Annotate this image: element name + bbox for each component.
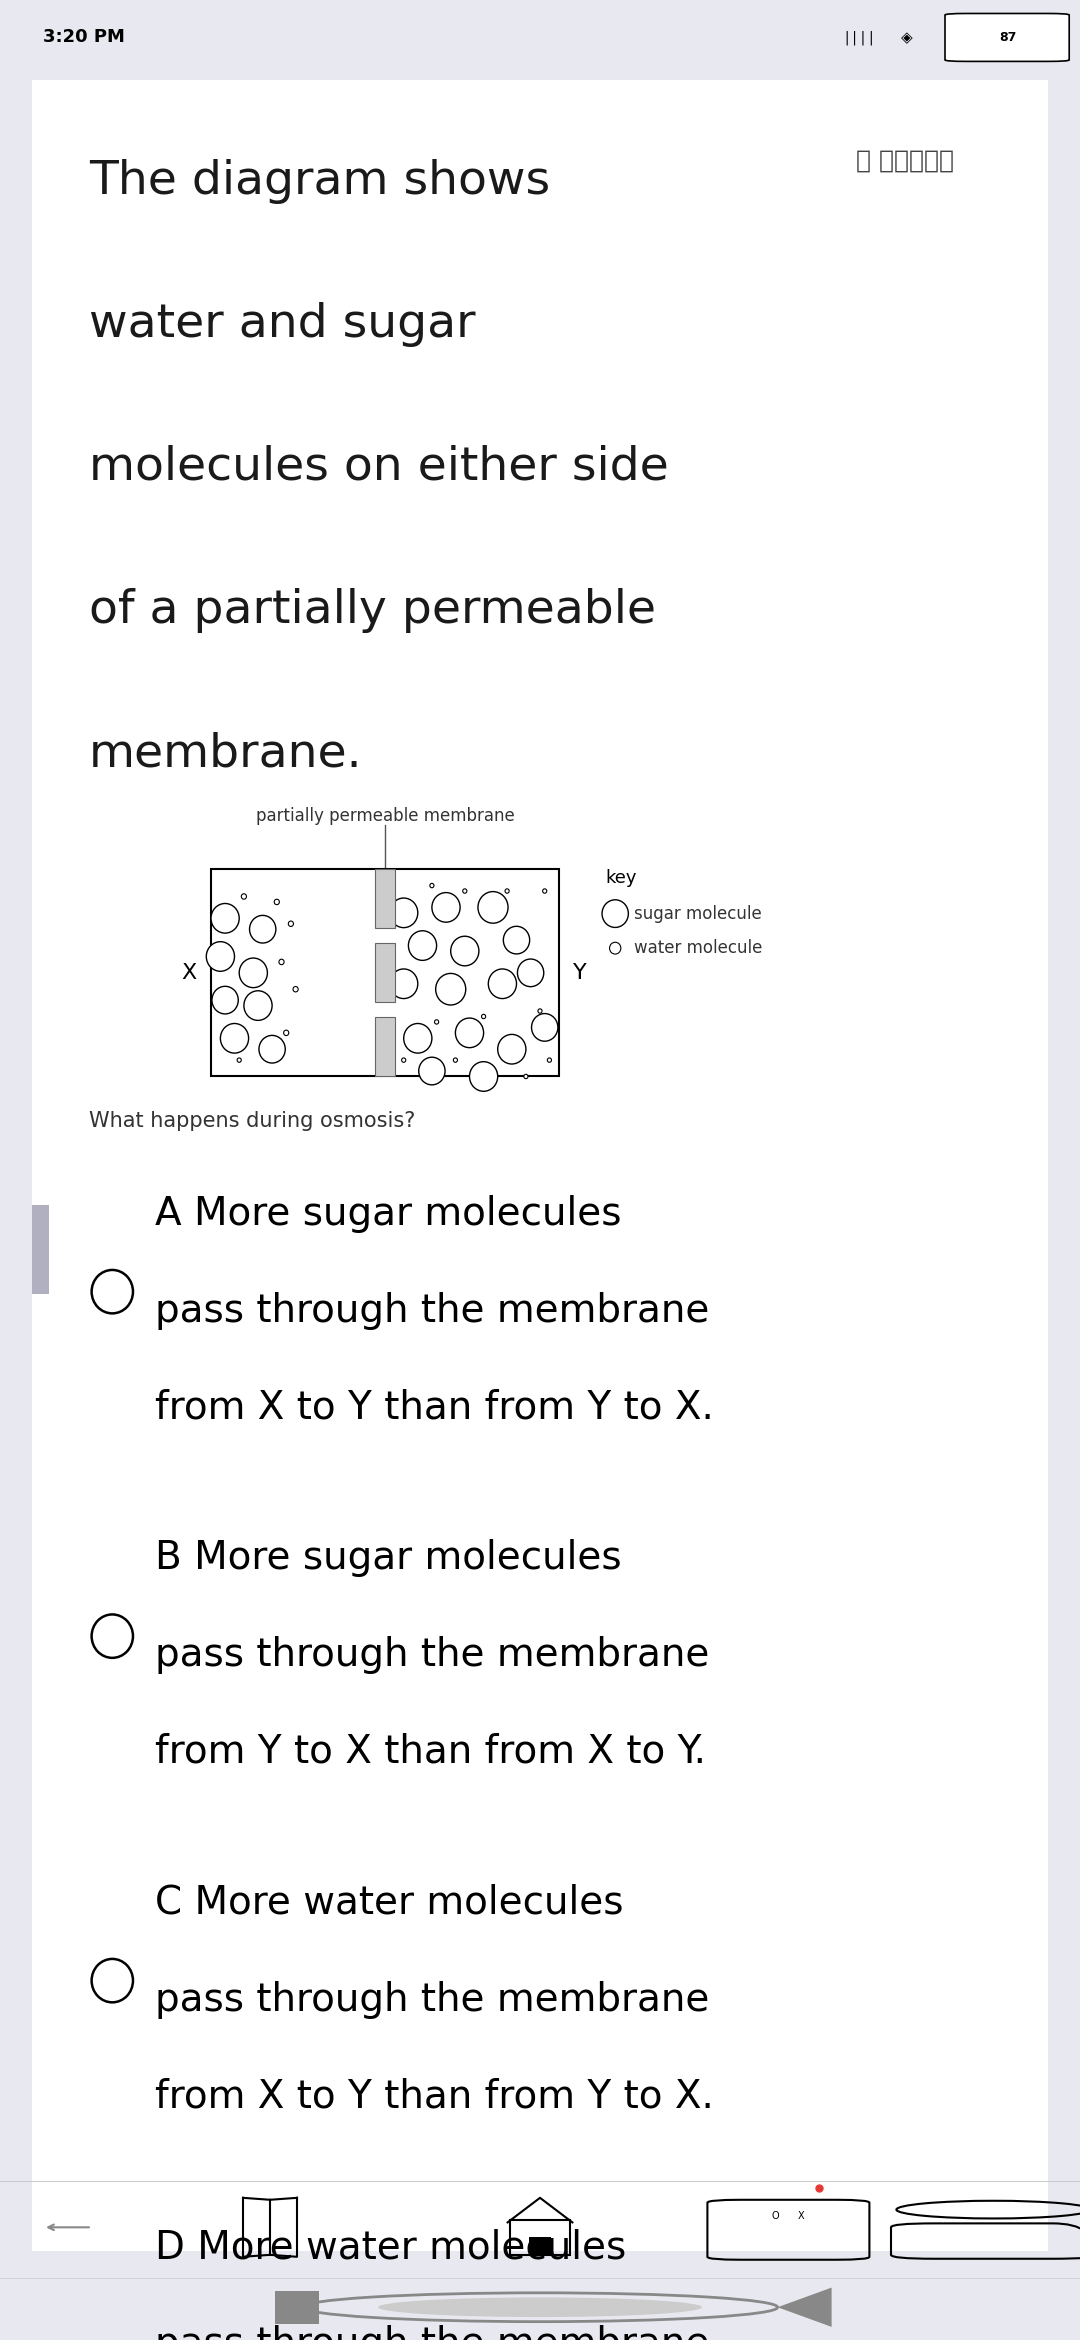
- Text: D More water molecules: D More water molecules: [154, 2228, 625, 2267]
- Circle shape: [402, 1058, 406, 1062]
- Circle shape: [241, 894, 246, 899]
- Circle shape: [92, 2303, 133, 2340]
- Text: pass through the membrane: pass through the membrane: [154, 1636, 708, 1673]
- Text: B More sugar molecules: B More sugar molecules: [154, 1540, 621, 1577]
- Circle shape: [408, 931, 436, 959]
- Text: A More sugar molecules: A More sugar molecules: [154, 1196, 621, 1233]
- Circle shape: [450, 936, 478, 966]
- Circle shape: [609, 943, 621, 955]
- Text: ◈: ◈: [902, 30, 913, 44]
- Circle shape: [220, 1023, 248, 1053]
- Circle shape: [419, 1058, 445, 1086]
- Bar: [32, 1205, 50, 1294]
- Circle shape: [92, 1271, 133, 1313]
- Text: C More water molecules: C More water molecules: [154, 1884, 623, 1921]
- Circle shape: [488, 969, 516, 999]
- Text: pass through the membrane: pass through the membrane: [154, 1980, 708, 2019]
- Circle shape: [435, 973, 465, 1004]
- Circle shape: [92, 1615, 133, 1657]
- Circle shape: [454, 1058, 458, 1062]
- Circle shape: [503, 927, 529, 955]
- Circle shape: [274, 899, 280, 906]
- Bar: [529, 2237, 551, 2256]
- Circle shape: [548, 1058, 552, 1062]
- Text: partially permeable membrane: partially permeable membrane: [256, 807, 514, 824]
- Circle shape: [462, 889, 467, 894]
- Text: molecules on either side: molecules on either side: [89, 445, 669, 489]
- Bar: [375, 868, 395, 929]
- Text: from Y to X than from X to Y.: from Y to X than from X to Y.: [154, 1734, 705, 1771]
- Circle shape: [249, 915, 275, 943]
- Circle shape: [542, 889, 546, 894]
- Text: pass through the membrane: pass through the membrane: [154, 2326, 708, 2340]
- Circle shape: [482, 1013, 486, 1018]
- Text: key: key: [606, 868, 637, 887]
- Circle shape: [470, 1062, 498, 1090]
- Circle shape: [432, 892, 460, 922]
- Circle shape: [378, 2298, 702, 2317]
- Circle shape: [293, 987, 298, 992]
- Circle shape: [284, 1030, 288, 1037]
- Text: sugar molecule: sugar molecule: [634, 906, 761, 922]
- Text: ဂ မြော်: ဂ မြော်: [855, 150, 954, 173]
- Circle shape: [404, 1023, 432, 1053]
- Circle shape: [524, 1074, 528, 1079]
- Bar: [510, 2221, 570, 2256]
- Text: X: X: [181, 962, 197, 983]
- Circle shape: [456, 1018, 484, 1048]
- Text: The diagram shows: The diagram shows: [89, 159, 550, 204]
- Circle shape: [212, 985, 239, 1013]
- Circle shape: [517, 959, 543, 987]
- Circle shape: [434, 1020, 438, 1025]
- Circle shape: [478, 892, 508, 924]
- Circle shape: [531, 1013, 558, 1041]
- Circle shape: [238, 1058, 241, 1062]
- Text: Y: Y: [572, 962, 586, 983]
- Text: ||||: ||||: [842, 30, 876, 44]
- Circle shape: [244, 990, 272, 1020]
- Circle shape: [92, 1959, 133, 2003]
- Text: water and sugar: water and sugar: [89, 302, 475, 346]
- Circle shape: [538, 1009, 542, 1013]
- Circle shape: [206, 941, 234, 971]
- Bar: [375, 943, 395, 1002]
- Text: X: X: [798, 2211, 805, 2221]
- Text: 87: 87: [999, 30, 1016, 44]
- Polygon shape: [778, 2289, 832, 2326]
- Bar: [211, 868, 558, 1076]
- Circle shape: [498, 1034, 526, 1065]
- Bar: [375, 1018, 395, 1076]
- Circle shape: [602, 901, 629, 927]
- Circle shape: [430, 885, 434, 887]
- Text: from X to Y than from Y to X.: from X to Y than from Y to X.: [154, 1388, 714, 1427]
- Circle shape: [288, 922, 294, 927]
- Text: membrane.: membrane.: [89, 730, 363, 777]
- Circle shape: [211, 903, 239, 934]
- Bar: [275, 2291, 319, 2324]
- Circle shape: [390, 969, 418, 999]
- Circle shape: [239, 957, 268, 987]
- Circle shape: [259, 1034, 285, 1062]
- Text: O: O: [771, 2211, 780, 2221]
- Circle shape: [390, 899, 418, 927]
- FancyBboxPatch shape: [28, 75, 1052, 2256]
- Text: pass through the membrane: pass through the membrane: [154, 1292, 708, 1329]
- Text: of a partially permeable: of a partially permeable: [89, 587, 656, 632]
- Text: from X to Y than from Y to X.: from X to Y than from Y to X.: [154, 2078, 714, 2115]
- FancyBboxPatch shape: [945, 14, 1069, 61]
- Text: 3:20 PM: 3:20 PM: [43, 28, 125, 47]
- Circle shape: [505, 889, 509, 894]
- Text: water molecule: water molecule: [634, 938, 762, 957]
- Text: What happens during osmosis?: What happens during osmosis?: [89, 1112, 415, 1130]
- Circle shape: [279, 959, 284, 964]
